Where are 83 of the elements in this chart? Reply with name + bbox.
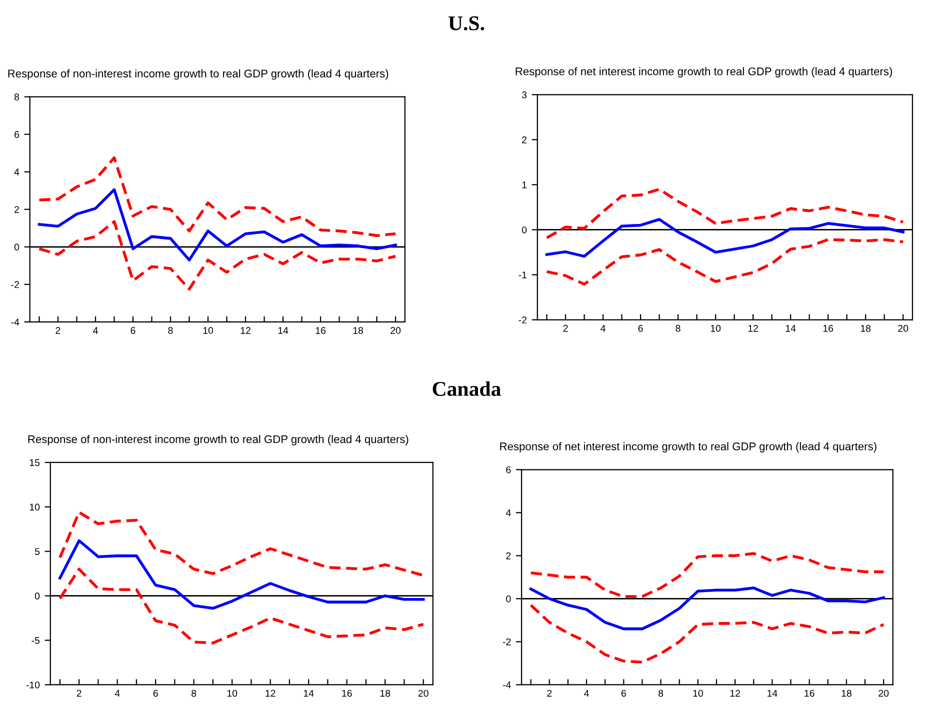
y-tick-label: -4 bbox=[11, 318, 20, 326]
y-tick-label: 5 bbox=[34, 548, 40, 555]
y-tick-label: -2 bbox=[502, 638, 511, 646]
x-tick-label: 14 bbox=[278, 327, 288, 334]
line-series bbox=[545, 238, 904, 286]
x-tick-label: 8 bbox=[192, 690, 196, 697]
y-tick-label: 0 bbox=[34, 592, 40, 600]
line-series bbox=[545, 188, 904, 240]
y-tick-label: 4 bbox=[506, 509, 511, 516]
line-series bbox=[58, 539, 425, 610]
x-tick-label: 10 bbox=[710, 324, 721, 332]
line-series bbox=[58, 568, 425, 644]
x-tick-label: 18 bbox=[353, 327, 364, 334]
line-series bbox=[529, 552, 885, 598]
x-tick-label: 2 bbox=[563, 324, 568, 332]
y-tick-label: 10 bbox=[30, 504, 40, 511]
chart-title: Response of non-interest income growth to real GDP growth (lead 4 quarters) bbox=[8, 69, 388, 80]
x-tick-label: 16 bbox=[316, 327, 326, 334]
x-tick-label: 12 bbox=[748, 324, 758, 332]
y-tick-label: 2 bbox=[506, 552, 511, 560]
x-tick-label: 4 bbox=[114, 690, 120, 697]
line-series bbox=[545, 218, 904, 258]
y-tick-label: 0 bbox=[506, 595, 511, 602]
x-tick-label: 16 bbox=[823, 324, 834, 332]
x-tick-label: 10 bbox=[693, 690, 703, 697]
x-tick-label: 2 bbox=[56, 327, 60, 334]
x-tick-label: 6 bbox=[130, 327, 136, 334]
x-tick-label: 16 bbox=[342, 690, 352, 697]
text: Canada bbox=[432, 381, 501, 396]
x-tick-label: 6 bbox=[638, 324, 643, 332]
x-tick-label: 12 bbox=[266, 690, 276, 697]
x-tick-label: 18 bbox=[380, 690, 390, 697]
x-tick-label: 2 bbox=[76, 690, 82, 697]
line-series bbox=[38, 156, 397, 238]
x-tick-label: 18 bbox=[842, 690, 852, 697]
y-tick-label: 3 bbox=[522, 91, 527, 98]
chart-title: Response of net interest income growth to real GDP growth (lead 4 quarters) bbox=[500, 442, 876, 452]
y-tick-label: 4 bbox=[14, 168, 20, 176]
chart-title: Response of net interest income growth to real GDP growth (lead 4 quarters) bbox=[516, 67, 892, 78]
x-tick-label: 8 bbox=[676, 324, 680, 332]
text: U.S. bbox=[448, 16, 484, 30]
y-tick-label: -2 bbox=[518, 316, 527, 324]
x-tick-label: 20 bbox=[898, 324, 908, 332]
y-tick-label: 15 bbox=[30, 459, 40, 466]
x-tick-label: 12 bbox=[240, 327, 250, 334]
y-tick-label: 2 bbox=[522, 136, 527, 144]
y-tick-label: 0 bbox=[522, 226, 527, 234]
x-tick-label: 20 bbox=[390, 327, 401, 334]
y-tick-label: -1 bbox=[518, 272, 527, 278]
line-series bbox=[529, 604, 885, 664]
line-series bbox=[38, 220, 397, 290]
x-tick-label: 10 bbox=[203, 327, 214, 334]
line-series bbox=[529, 586, 885, 630]
line-series bbox=[58, 510, 425, 577]
x-tick-label: 8 bbox=[658, 690, 664, 697]
x-tick-label: 12 bbox=[730, 690, 740, 697]
x-tick-label: 2 bbox=[547, 690, 552, 697]
x-tick-label: 16 bbox=[804, 690, 814, 697]
y-tick-label: -5 bbox=[32, 637, 40, 644]
y-tick-label: -2 bbox=[11, 281, 19, 288]
x-tick-label: 6 bbox=[621, 690, 626, 697]
y-tick-label: 2 bbox=[14, 206, 19, 213]
x-tick-label: 18 bbox=[860, 324, 871, 332]
x-tick-label: 14 bbox=[786, 325, 796, 332]
x-tick-label: 14 bbox=[304, 690, 314, 697]
x-tick-label: 4 bbox=[93, 327, 98, 334]
line-series bbox=[38, 188, 397, 262]
y-tick-label: 6 bbox=[506, 466, 511, 474]
y-tick-label: 1 bbox=[522, 182, 527, 188]
x-tick-label: 4 bbox=[600, 325, 606, 332]
y-tick-label: 0 bbox=[14, 244, 20, 251]
x-tick-label: 20 bbox=[878, 690, 889, 697]
x-tick-label: 4 bbox=[584, 690, 589, 697]
y-tick-label: 6 bbox=[14, 131, 20, 138]
y-tick-label: 8 bbox=[14, 94, 20, 100]
x-tick-label: 20 bbox=[418, 690, 428, 697]
chart-title: Response of non-interest income growth to real GDP growth (lead 4 quarters) bbox=[28, 434, 408, 446]
x-tick-label: 8 bbox=[168, 327, 173, 334]
x-tick-label: 6 bbox=[153, 690, 158, 697]
x-tick-label: 14 bbox=[768, 690, 778, 697]
x-tick-label: 10 bbox=[227, 690, 238, 697]
y-tick-label: -4 bbox=[502, 682, 511, 688]
y-tick-label: -10 bbox=[26, 681, 40, 688]
